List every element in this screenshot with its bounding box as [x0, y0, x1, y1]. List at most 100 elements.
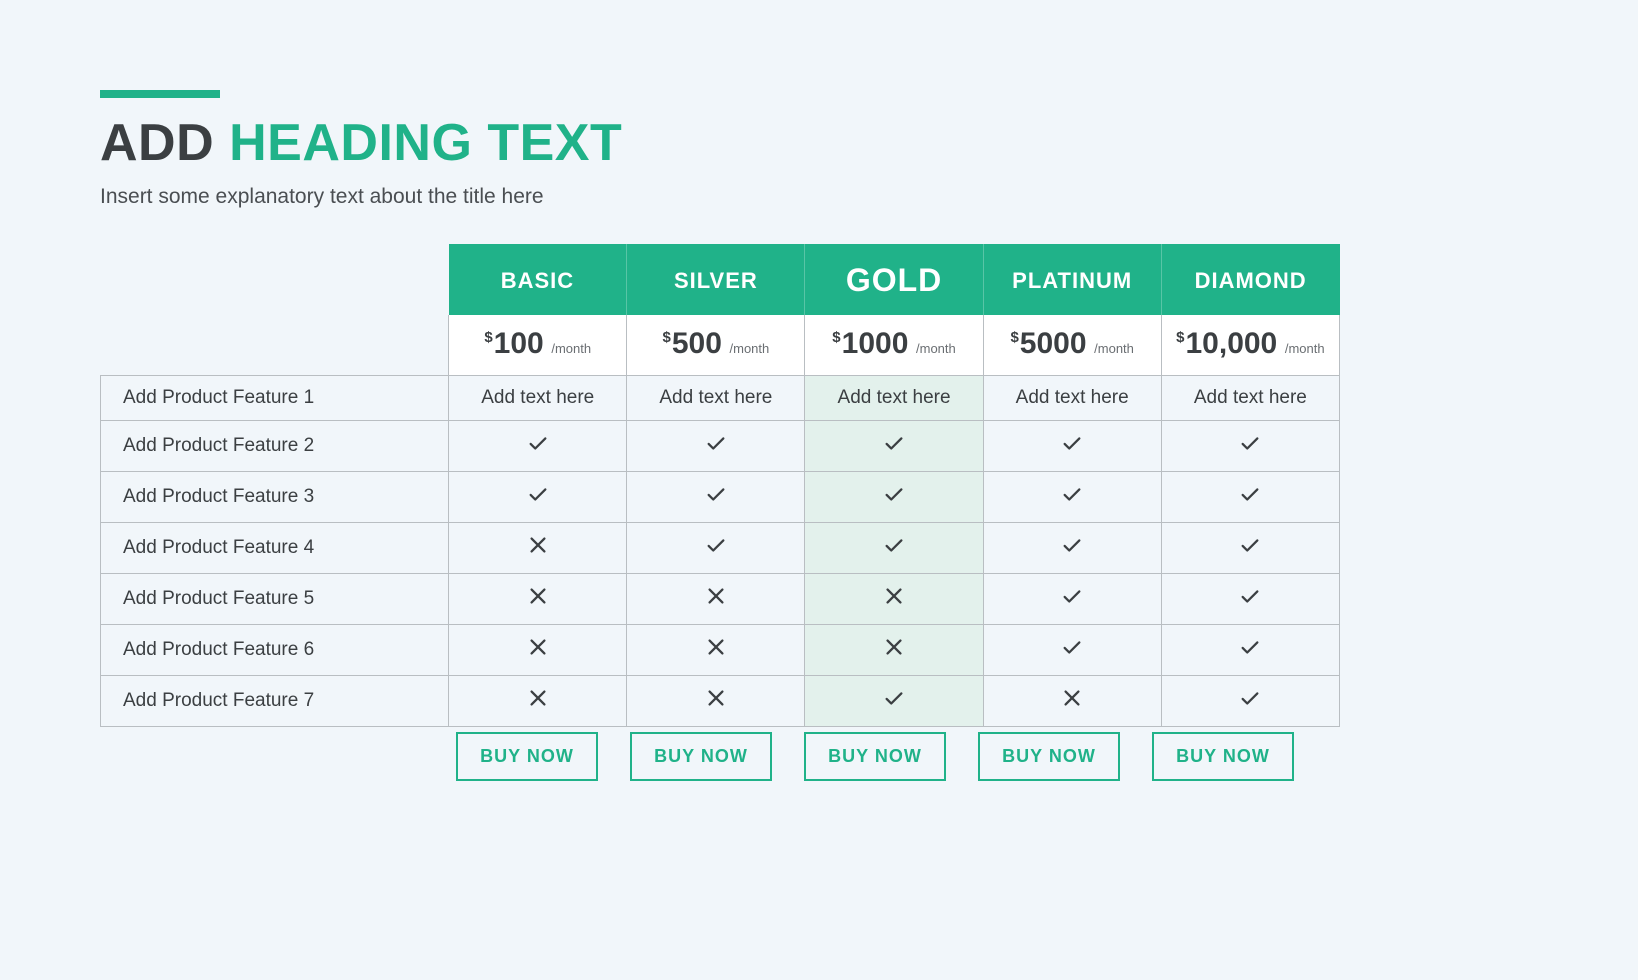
feature-cell [449, 523, 627, 574]
feature-cell [983, 421, 1161, 472]
pricing-table: BASICSILVERGOLDPLATINUMDIAMOND$100 /mont… [100, 244, 1340, 727]
price-cell-platinum: $5000 /month [983, 315, 1161, 376]
feature-cell-text: Add text here [481, 387, 594, 408]
feature-label: Add Product Feature 4 [101, 523, 449, 574]
feature-cell: Add text here [983, 376, 1161, 421]
cta-cell: BUY NOW [962, 728, 1136, 781]
feature-cell [627, 574, 805, 625]
price-amount: 1000 [842, 327, 909, 360]
feature-cell: Add text here [627, 376, 805, 421]
header-block: ADD HEADING TEXT Insert some explanatory… [100, 90, 1540, 209]
cta-cell: BUY NOW [614, 728, 788, 781]
cross-icon [883, 636, 905, 658]
tier-header-basic: BASIC [449, 244, 627, 315]
feature-row: Add Product Feature 3 [101, 472, 1340, 523]
feature-cell [627, 421, 805, 472]
feature-cell-text: Add text here [659, 387, 772, 408]
feature-cell [805, 472, 983, 523]
check-icon [1239, 534, 1261, 556]
buy-now-button-diamond[interactable]: BUY NOW [1152, 732, 1294, 781]
price-amount: 10,000 [1185, 327, 1277, 360]
feature-cell [627, 625, 805, 676]
feature-label: Add Product Feature 3 [101, 472, 449, 523]
heading-part-2: HEADING TEXT [229, 114, 622, 172]
heading-part-1: ADD [100, 114, 214, 172]
price-cell-gold: $1000 /month [805, 315, 983, 376]
check-icon [1239, 687, 1261, 709]
cross-icon [527, 585, 549, 607]
check-icon [1061, 636, 1083, 658]
feature-cell [627, 523, 805, 574]
page-subtitle: Insert some explanatory text about the t… [100, 185, 1540, 209]
currency-symbol: $ [1176, 329, 1184, 346]
feature-cell-text: Add text here [838, 387, 951, 408]
feature-row: Add Product Feature 1 Add text here Add te… [101, 376, 1340, 421]
feature-label: Add Product Feature 1 [101, 376, 449, 421]
price-period: /month [726, 341, 769, 356]
price-value: $100 [484, 327, 543, 361]
feature-cell [1161, 676, 1339, 727]
feature-cell [1161, 523, 1339, 574]
feature-row: Add Product Feature 5 [101, 574, 1340, 625]
price-period: /month [1091, 341, 1134, 356]
feature-cell [1161, 574, 1339, 625]
cta-spacer [100, 728, 440, 781]
currency-symbol: $ [832, 329, 840, 346]
feature-cell [449, 472, 627, 523]
feature-cell [983, 625, 1161, 676]
feature-cell [627, 472, 805, 523]
accent-bar [100, 90, 220, 98]
feature-cell [1161, 421, 1339, 472]
buy-now-button-basic[interactable]: BUY NOW [456, 732, 598, 781]
feature-cell [983, 676, 1161, 727]
cta-cell: BUY NOW [440, 728, 614, 781]
price-amount: 500 [672, 327, 722, 360]
currency-symbol: $ [662, 329, 670, 346]
check-icon [1061, 483, 1083, 505]
cta-cell: BUY NOW [1136, 728, 1310, 781]
cross-icon [1061, 687, 1083, 709]
buy-now-button-gold[interactable]: BUY NOW [804, 732, 946, 781]
check-icon [705, 432, 727, 454]
check-icon [883, 687, 905, 709]
feature-row: Add Product Feature 6 [101, 625, 1340, 676]
check-icon [1061, 432, 1083, 454]
check-icon [883, 432, 905, 454]
check-icon [1239, 585, 1261, 607]
cross-icon [705, 687, 727, 709]
currency-symbol: $ [484, 329, 492, 346]
feature-cell [805, 523, 983, 574]
feature-cell [983, 523, 1161, 574]
price-period: /month [1281, 341, 1324, 356]
feature-cell [805, 676, 983, 727]
price-value: $10,000 [1176, 327, 1277, 361]
feature-cell: Add text here [805, 376, 983, 421]
page-title: ADD HEADING TEXT [100, 116, 1540, 171]
tier-header-silver: SILVER [627, 244, 805, 315]
check-icon [1239, 432, 1261, 454]
feature-cell [449, 421, 627, 472]
feature-label: Add Product Feature 2 [101, 421, 449, 472]
price-amount: 100 [494, 327, 544, 360]
cross-icon [883, 585, 905, 607]
buy-now-button-silver[interactable]: BUY NOW [630, 732, 772, 781]
pricing-table-head: BASICSILVERGOLDPLATINUMDIAMOND$100 /mont… [101, 244, 1340, 376]
currency-symbol: $ [1010, 329, 1018, 346]
feature-row: Add Product Feature 4 [101, 523, 1340, 574]
check-icon [1061, 585, 1083, 607]
check-icon [883, 483, 905, 505]
check-icon [705, 483, 727, 505]
feature-cell-text: Add text here [1016, 387, 1129, 408]
feature-cell [449, 676, 627, 727]
tier-header-gold: GOLD [805, 244, 983, 315]
price-period: /month [912, 341, 955, 356]
buy-now-button-platinum[interactable]: BUY NOW [978, 732, 1120, 781]
feature-label: Add Product Feature 5 [101, 574, 449, 625]
feature-cell [449, 625, 627, 676]
cta-cell: BUY NOW [788, 728, 962, 781]
feature-cell [627, 676, 805, 727]
feature-cell [1161, 625, 1339, 676]
check-icon [527, 483, 549, 505]
feature-cell [983, 472, 1161, 523]
tier-header-platinum: PLATINUM [983, 244, 1161, 315]
